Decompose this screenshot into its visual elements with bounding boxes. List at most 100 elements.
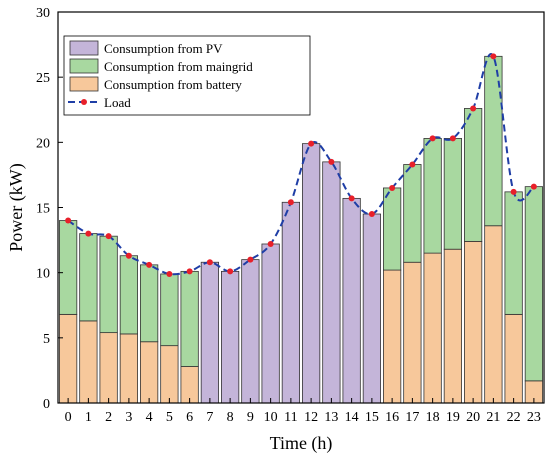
bar-consumption-from-battery-17	[403, 261, 422, 404]
bars-layer	[59, 55, 543, 404]
x-tick-label-12: 12	[304, 410, 318, 425]
legend-label-consumption-from-maingrid: Consumption from maingrid	[104, 59, 253, 74]
load-point-15	[368, 211, 375, 218]
x-tick-label-14: 14	[345, 410, 359, 425]
bar-consumption-from-battery-20	[464, 240, 483, 404]
x-axis-title: Time (h)	[270, 433, 333, 454]
x-tick-label-11: 11	[284, 410, 297, 425]
bar-consumption-from-battery-1	[79, 320, 98, 404]
x-tick-label-1: 1	[85, 410, 92, 425]
x-tick-label-20: 20	[466, 410, 480, 425]
bar-consumption-from-maingrid-23	[524, 186, 543, 382]
x-tick-label-7: 7	[206, 410, 213, 425]
y-tick-label-10: 10	[36, 267, 50, 282]
bar-consumption-from-pv-13	[322, 161, 341, 404]
bar-consumption-from-maingrid-19	[443, 138, 462, 250]
bar-consumption-from-pv-15	[362, 213, 381, 404]
x-tick-label-8: 8	[227, 410, 234, 425]
bar-consumption-from-battery-3	[119, 333, 138, 404]
load-point-9	[247, 256, 254, 263]
load-point-18	[429, 135, 436, 142]
legend-swatch-consumption-from-battery	[69, 76, 99, 92]
bar-consumption-from-maingrid-4	[140, 264, 159, 343]
bar-consumption-from-battery-0	[59, 313, 78, 404]
x-tick-label-18: 18	[426, 410, 440, 425]
x-tick-label-15: 15	[365, 410, 379, 425]
bar-consumption-from-maingrid-6	[180, 270, 199, 367]
legend-box	[63, 35, 311, 116]
bar-consumption-from-pv-14	[342, 197, 361, 404]
load-point-6	[186, 268, 193, 275]
load-line	[67, 53, 535, 276]
bar-consumption-from-battery-22	[504, 313, 523, 404]
bar-consumption-from-battery-2	[99, 332, 118, 404]
legend-label-consumption-from-pv: Consumption from PV	[104, 41, 223, 56]
bar-consumption-from-battery-16	[383, 269, 402, 404]
load-point-10	[267, 240, 274, 247]
y-tick-label-20: 20	[36, 136, 50, 151]
load-point-21	[490, 53, 497, 60]
bar-consumption-from-maingrid-3	[119, 255, 138, 335]
load-point-5	[166, 270, 173, 277]
bar-consumption-from-pv-9	[241, 259, 260, 404]
x-tick-label-13: 13	[324, 410, 338, 425]
bar-consumption-from-maingrid-17	[403, 164, 422, 263]
load-point-12	[308, 140, 315, 147]
x-tick-label-0: 0	[65, 410, 72, 425]
load-point-2	[105, 233, 112, 240]
load-point-16	[389, 184, 396, 191]
load-point-22	[510, 188, 517, 195]
load-point-8	[227, 268, 234, 275]
legend-label-load: Load	[104, 95, 131, 110]
x-tick-label-2: 2	[105, 410, 112, 425]
bar-consumption-from-maingrid-18	[423, 138, 442, 254]
bar-consumption-from-maingrid-2	[99, 235, 118, 334]
load-point-20	[470, 105, 477, 112]
bar-consumption-from-pv-10	[261, 243, 280, 404]
x-tick-label-3: 3	[125, 410, 132, 425]
bar-consumption-from-pv-8	[221, 270, 240, 404]
x-tick-label-10: 10	[264, 410, 278, 425]
legend: Consumption from PV Consumption from main…	[63, 35, 311, 116]
legend-swatch-consumption-from-maingrid	[69, 58, 99, 74]
legend-label-consumption-from-battery: Consumption from battery	[104, 77, 242, 92]
bar-consumption-from-pv-12	[302, 143, 321, 404]
y-tick-label-0: 0	[43, 397, 50, 412]
legend-marker-load	[81, 99, 87, 105]
load-point-3	[125, 252, 132, 259]
x-tick-label-9: 9	[247, 410, 254, 425]
x-tick-label-19: 19	[446, 410, 460, 425]
bar-consumption-from-maingrid-0	[59, 220, 78, 315]
load-point-7	[206, 259, 213, 266]
bar-consumption-from-maingrid-22	[504, 191, 523, 315]
bar-consumption-from-pv-11	[281, 201, 300, 404]
y-tick-label-30: 30	[36, 6, 50, 21]
x-tick-label-5: 5	[166, 410, 173, 425]
load-point-1	[85, 230, 92, 237]
bar-consumption-from-battery-5	[160, 345, 179, 404]
load-point-11	[287, 199, 294, 206]
bar-consumption-from-maingrid-1	[79, 233, 98, 322]
bar-consumption-from-battery-4	[140, 341, 159, 404]
bar-consumption-from-battery-21	[484, 225, 503, 404]
y-tick-label-25: 25	[36, 71, 50, 86]
x-tick-label-22: 22	[507, 410, 521, 425]
x-tick-label-17: 17	[405, 410, 419, 425]
load-point-19	[449, 135, 456, 142]
load-line-layer	[65, 53, 537, 277]
y-tick-label-5: 5	[43, 332, 50, 347]
y-tick-label-15: 15	[36, 202, 50, 217]
x-tick-label-4: 4	[146, 410, 153, 425]
bar-consumption-from-battery-19	[443, 248, 462, 404]
bar-consumption-from-battery-6	[180, 366, 199, 404]
x-tick-label-16: 16	[385, 410, 399, 425]
bar-consumption-from-pv-7	[200, 261, 219, 404]
load-point-13	[328, 158, 335, 165]
load-point-0	[65, 217, 72, 224]
bar-consumption-from-battery-18	[423, 252, 442, 404]
x-tick-label-21: 21	[486, 410, 500, 425]
load-point-14	[348, 195, 355, 202]
